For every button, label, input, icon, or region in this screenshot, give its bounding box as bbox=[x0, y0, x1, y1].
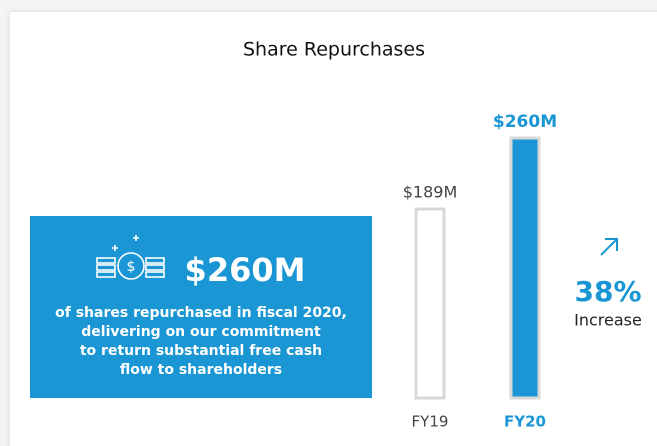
callout-text: of shares repurchased in fiscal 2020, del… bbox=[55, 305, 347, 378]
value-label: $260M bbox=[493, 112, 557, 132]
bars: $189M FY19 $260M FY20 bbox=[403, 112, 557, 431]
callout-headline: $260M bbox=[185, 251, 306, 289]
value-label: $189M bbox=[403, 183, 458, 202]
callout-line: to return substantial free cash bbox=[80, 343, 322, 359]
category-label: FY19 bbox=[412, 413, 449, 431]
bar bbox=[414, 207, 446, 400]
svg-text:$: $ bbox=[127, 259, 136, 275]
callout-line: delivering on our commitment bbox=[81, 324, 321, 340]
change-label: Increase bbox=[574, 311, 642, 330]
callout-line: flow to shareholders bbox=[120, 362, 282, 378]
coins-icon: $ bbox=[96, 235, 165, 280]
change-value: 38% bbox=[574, 275, 641, 308]
callout-box bbox=[30, 216, 372, 398]
category-label: FY20 bbox=[504, 413, 546, 431]
chart-title: Share Repurchases bbox=[243, 39, 425, 61]
up-arrow bbox=[600, 238, 618, 256]
bar bbox=[509, 136, 541, 400]
callout-line: of shares repurchased in fiscal 2020, bbox=[55, 305, 347, 321]
